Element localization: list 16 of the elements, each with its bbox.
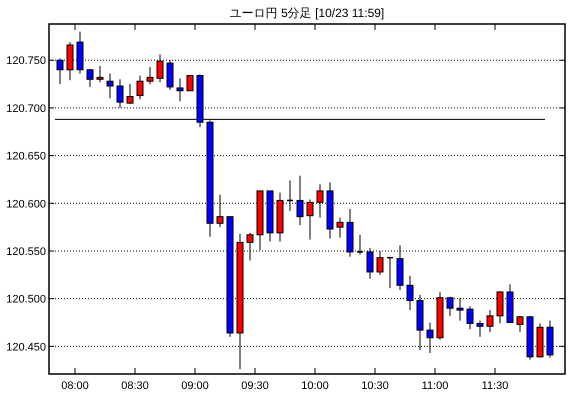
x-tick-label: 10:30 xyxy=(361,380,389,392)
y-tick-label: 120.700 xyxy=(6,102,46,115)
x-tick-label: 11:00 xyxy=(422,380,448,392)
x-tick-label: 11:30 xyxy=(482,380,508,392)
title: ユーロ円 5分足 [10/23 11:59] xyxy=(230,6,384,20)
y-tick-label: 120.500 xyxy=(6,294,46,306)
y-tick-label: 120.600 xyxy=(6,198,46,210)
y-tick-label: 120.450 xyxy=(6,341,46,354)
x-tick-label: 08:30 xyxy=(121,380,149,392)
x-tick-label: 10:00 xyxy=(301,380,329,392)
y-tick-label: 120.750 xyxy=(6,55,46,68)
x-tick-label: 08:00 xyxy=(61,380,89,392)
y-tick-label: 120.550 xyxy=(6,246,46,258)
x-tick-label: 09:00 xyxy=(181,380,209,392)
x-tick-label: 09:30 xyxy=(241,380,269,392)
y-tick-label: 120.650 xyxy=(6,150,46,163)
